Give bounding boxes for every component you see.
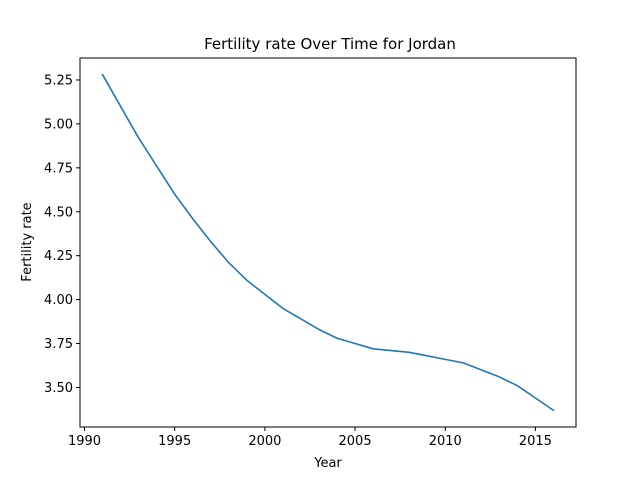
y-tick-label: 5.00 xyxy=(44,117,73,132)
chart-title: Fertility rate Over Time for Jordan xyxy=(204,35,456,53)
y-tick-label: 3.50 xyxy=(44,381,73,396)
plot-frame xyxy=(79,57,577,428)
plot-area xyxy=(101,73,555,412)
y-tick-label: 4.50 xyxy=(44,205,73,220)
y-tick-label: 4.75 xyxy=(44,161,73,176)
x-tick-label: 1995 xyxy=(158,434,191,449)
x-tick-label: 2010 xyxy=(429,434,462,449)
x-tick-label: 2005 xyxy=(339,434,372,449)
x-tick-label: 2015 xyxy=(519,434,552,449)
series-line-0 xyxy=(101,73,555,412)
y-tick-label: 3.75 xyxy=(44,337,73,352)
x-tick-label: 1990 xyxy=(68,434,101,449)
y-tick-label: 4.25 xyxy=(44,249,73,264)
x-axis-label: Year xyxy=(313,456,342,471)
x-tick-label: 2000 xyxy=(248,434,281,449)
axis-ticks: 1990 1995 2000 2005 2010 2015 3.50 3.75 4.00 4.25… xyxy=(44,73,552,449)
y-tick-label: 5.25 xyxy=(44,73,73,88)
y-axis-label: Fertility rate xyxy=(20,202,35,281)
y-tick-label: 4.00 xyxy=(44,293,73,308)
